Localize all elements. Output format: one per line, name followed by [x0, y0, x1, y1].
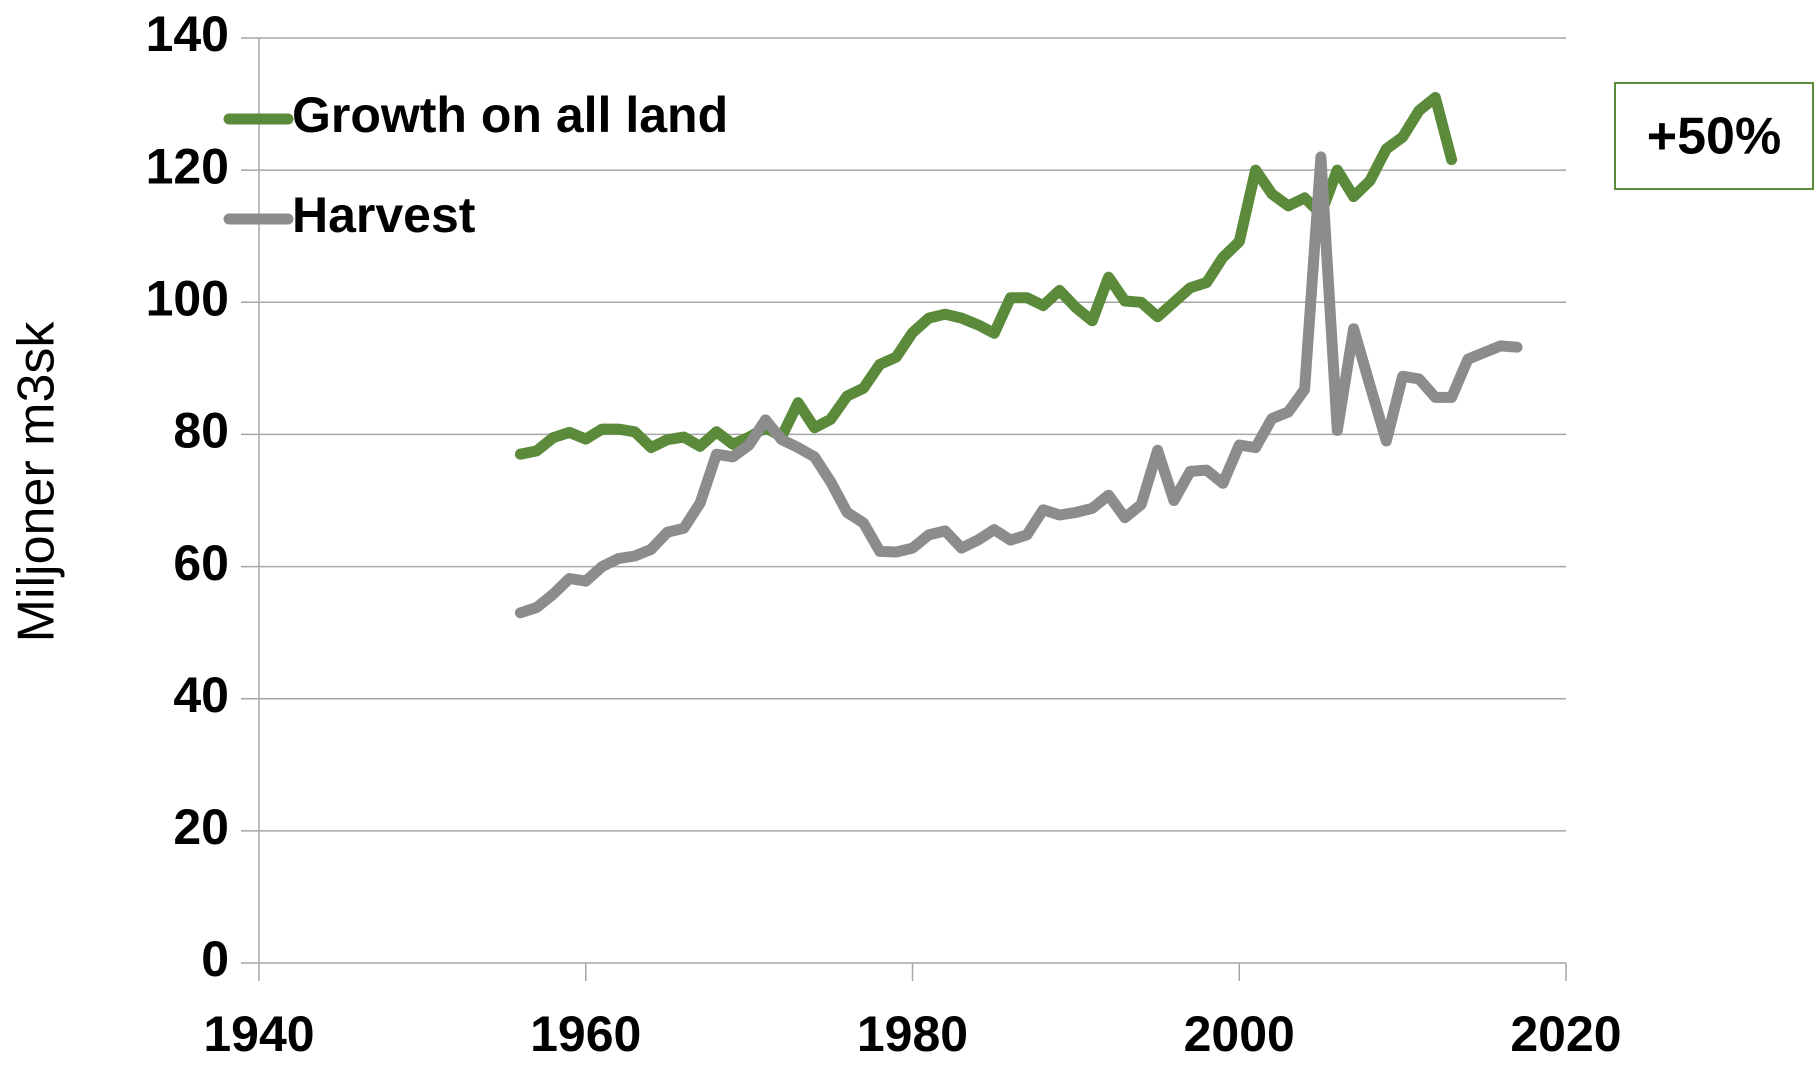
y-tick-label: 80 — [173, 403, 229, 459]
legend-label: Harvest — [292, 187, 476, 243]
y-tick-label: 120 — [146, 138, 229, 194]
y-tick-label: 140 — [146, 6, 229, 62]
y-tick-label: 0 — [201, 931, 229, 987]
line — [514, 92, 1458, 460]
y-axis-label: Miljoner m3sk — [8, 321, 66, 643]
x-tick-label: 1980 — [857, 1006, 968, 1062]
x-tick-label: 1960 — [530, 1006, 641, 1062]
annotation-box — [1614, 82, 1814, 190]
y-tick-label: 60 — [173, 535, 229, 591]
line — [514, 151, 1523, 619]
x-tick-label: 1940 — [203, 1006, 314, 1062]
y-tick-label: 20 — [173, 799, 229, 855]
x-tick-label: 2000 — [1184, 1006, 1295, 1062]
legend-label: Growth on all land — [292, 87, 728, 143]
x-tick-label: 2020 — [1510, 1006, 1621, 1062]
y-tick-label: 40 — [173, 667, 229, 723]
y-tick-label: 100 — [146, 270, 229, 326]
annotation: +50% — [1647, 108, 1781, 166]
